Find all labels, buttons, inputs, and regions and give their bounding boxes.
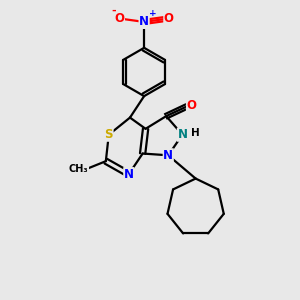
Text: N: N bbox=[124, 168, 134, 181]
Text: +: + bbox=[148, 9, 156, 18]
Text: H: H bbox=[191, 128, 200, 138]
Text: N: N bbox=[177, 128, 188, 141]
Text: -: - bbox=[111, 6, 116, 16]
Text: O: O bbox=[164, 13, 174, 26]
Text: N: N bbox=[163, 149, 173, 162]
Text: O: O bbox=[114, 13, 124, 26]
Text: S: S bbox=[104, 128, 113, 141]
Text: N: N bbox=[139, 15, 149, 28]
Text: O: O bbox=[187, 99, 196, 112]
Text: CH₃: CH₃ bbox=[69, 164, 88, 174]
